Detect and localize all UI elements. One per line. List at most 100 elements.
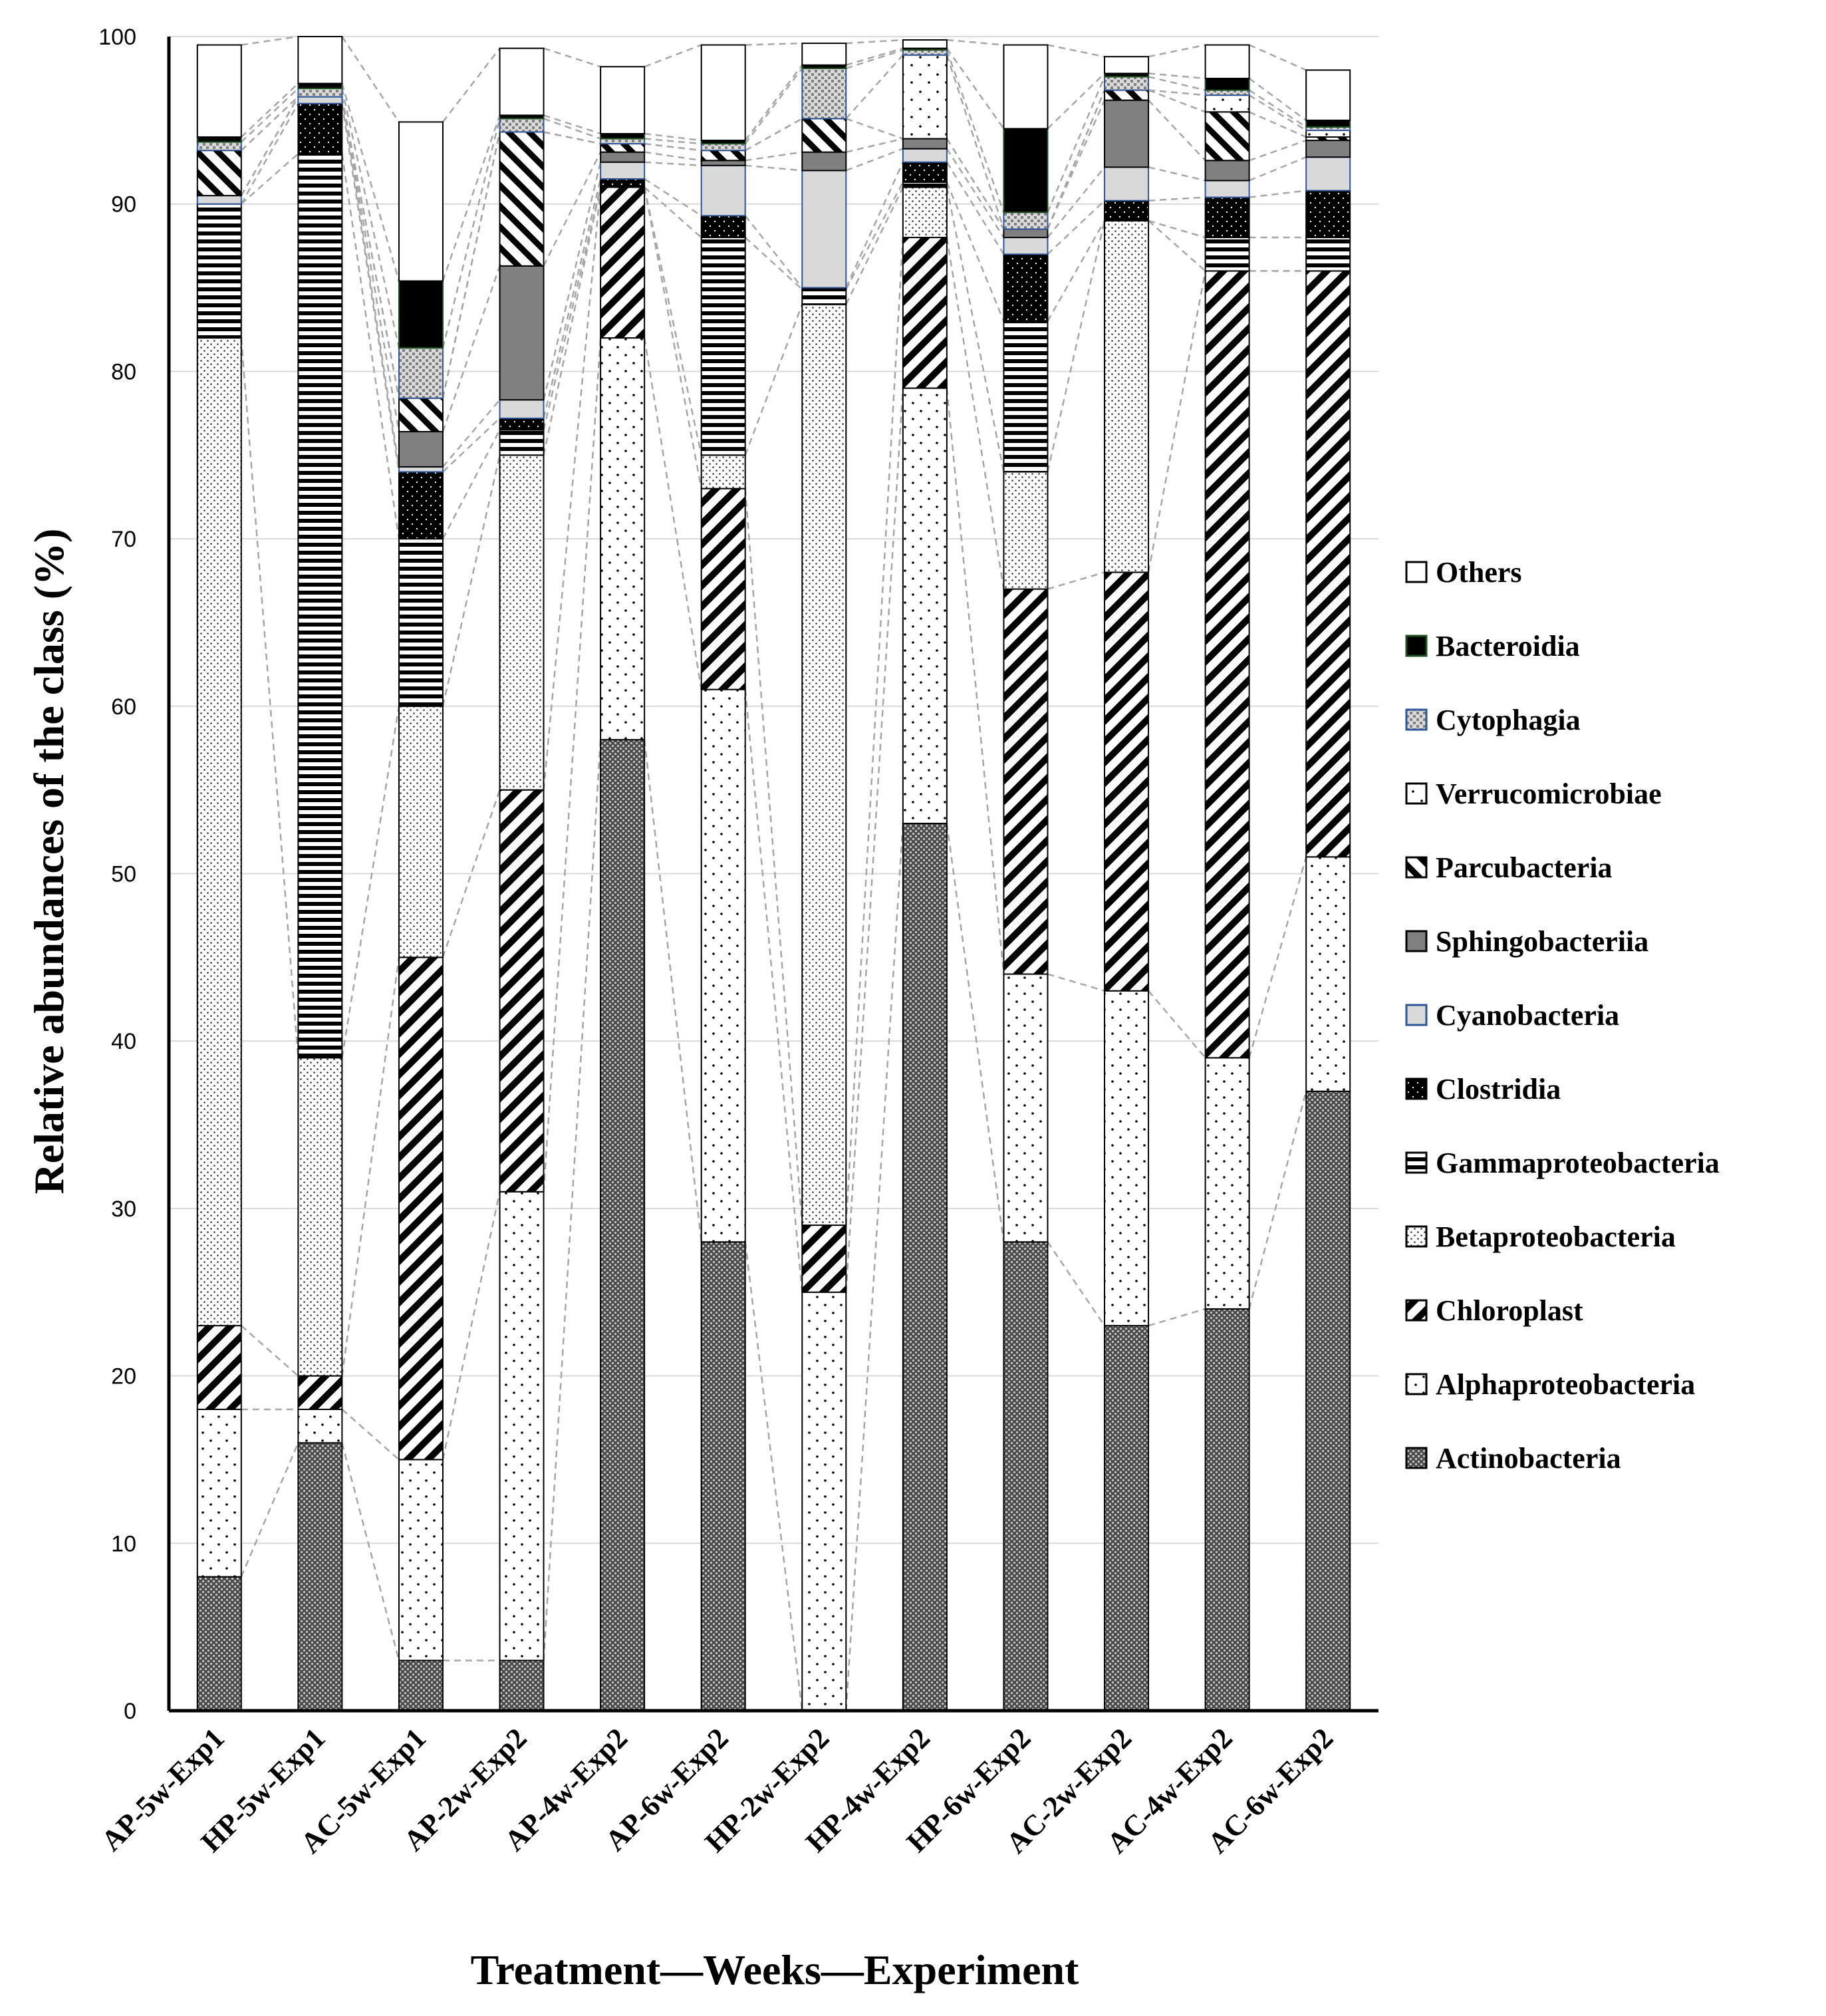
bar-segment-ap-6w-exp2-alphaproteobacteria (700, 688, 746, 1243)
connector-8-7 (946, 148, 1005, 238)
connector-1-8 (240, 96, 299, 196)
connector-5-7 (644, 161, 702, 167)
connector-7-5 (845, 182, 904, 290)
y-tick-0: 0 (124, 1699, 136, 1724)
connector-11-11 (1248, 89, 1307, 128)
connector-4-1 (543, 740, 602, 1661)
legend-swatch-cytophagia (1405, 708, 1428, 731)
bar-hp-5w-exp1 (297, 36, 343, 1712)
bar-segment-ac-6w-exp2-cyanobacteria (1305, 156, 1351, 192)
x-tick-labels: AP-5w-Exp1HP-5w-Exp1AC-5w-Exp1AP-2w-Exp2… (95, 1721, 1339, 1860)
bar-segment-ac-2w-exp2-cytophagia (1104, 76, 1150, 91)
legend-item-actinobacteria: Actinobacteria (1405, 1442, 1621, 1475)
legend-item-cyanobacteria: Cyanobacteria (1405, 999, 1619, 1032)
bar-ac-6w-exp2 (1305, 69, 1351, 1711)
legend-swatch-chloroplast (1405, 1299, 1428, 1322)
bar-segment-ap-5w-exp1-actinobacteria (196, 1576, 242, 1711)
legend-label-cytophagia: Cytophagia (1436, 704, 1581, 736)
y-tick-70: 70 (111, 527, 136, 552)
connector-8-1 (946, 823, 1005, 1242)
bar-segment-ap-4w-exp2-chloroplast (600, 186, 646, 339)
connector-10-7 (1148, 166, 1206, 182)
bar-segment-ac-4w-exp2-cytophagia (1204, 89, 1250, 96)
connector-8-13 (946, 39, 1004, 46)
bar-segment-ap-5w-exp1-bacteroidia (196, 136, 242, 143)
bars (196, 36, 1351, 1712)
connector-8-6 (946, 162, 1005, 255)
bar-segment-ap-5w-exp1-cytophagia (196, 141, 242, 152)
bar-segment-hp-2w-exp2-others (801, 43, 847, 66)
bar-segment-hp-6w-exp2-cyanobacteria (1003, 237, 1049, 255)
bar-segment-ap-4w-exp2-others (600, 66, 646, 134)
bar-segment-hp-5w-exp1-betaproteobacteria (297, 1057, 343, 1377)
bar-segment-hp-5w-exp1-clostridia (297, 102, 343, 155)
bar-segment-ap-2w-exp2-alphaproteobacteria (499, 1191, 545, 1661)
legend-label-gammaproteobacteria: Gammaproteobacteria (1436, 1147, 1720, 1179)
bar-segment-ap-6w-exp2-clostridia (700, 215, 746, 239)
bar-segment-hp-4w-exp2-sphingobacteriia (902, 138, 948, 150)
bar-ap-6w-exp2 (700, 44, 746, 1711)
bar-segment-ap-4w-exp2-sphingobacteriia (600, 151, 646, 163)
bar-segment-ap-2w-exp2-clostridia (499, 417, 545, 431)
connector-2-12 (341, 83, 400, 281)
bar-segment-ac-4w-exp2-sphingobacteriia (1204, 160, 1250, 182)
bar-ap-2w-exp2 (499, 47, 545, 1711)
bar-segment-ac-4w-exp2-actinobacteria (1204, 1308, 1250, 1712)
legend-swatch-alphaproteobacteria (1405, 1373, 1428, 1395)
connector-1-10 (240, 96, 299, 152)
legend-item-betaproteobacteria: Betaproteobacteria (1405, 1221, 1676, 1253)
connector-6-13 (745, 42, 803, 46)
y-tick-30: 30 (111, 1197, 136, 1222)
bar-segment-hp-5w-exp1-bacteroidia (297, 82, 343, 90)
bar-segment-hp-4w-exp2-others (902, 39, 948, 49)
bar-segment-ac-4w-exp2-chloroplast (1204, 270, 1250, 1059)
connector-8-9 (946, 138, 1005, 230)
bar-segment-ac-5w-exp1-parcubacteria (398, 397, 444, 433)
bar-segment-ac-5w-exp1-bacteroidia (398, 280, 444, 349)
bar-segment-ac-5w-exp1-chloroplast (398, 956, 444, 1461)
connector-6-2 (744, 689, 803, 1292)
connector-9-12 (1047, 72, 1105, 130)
bar-segment-ac-5w-exp1-cyanobacteria (398, 466, 444, 473)
connector-4-7 (543, 162, 602, 400)
bar-segment-hp-6w-exp2-chloroplast (1003, 588, 1049, 975)
connector-11-6 (1249, 190, 1307, 198)
legend-label-cyanobacteria: Cyanobacteria (1436, 999, 1619, 1032)
y-tick-90: 90 (111, 192, 136, 217)
bar-segment-ac-2w-exp2-alphaproteobacteria (1104, 990, 1150, 1327)
connector-3-10 (442, 132, 501, 398)
legend-label-sphingobacteriia: Sphingobacteriia (1436, 925, 1648, 958)
bar-segment-ap-2w-exp2-betaproteobacteria (499, 454, 545, 791)
bar-segment-ac-4w-exp2-alphaproteobacteria (1204, 1057, 1250, 1310)
connector-10-1 (1148, 1308, 1206, 1327)
legend-label-parcubacteria: Parcubacteria (1436, 851, 1613, 884)
bar-segment-ac-2w-exp2-cyanobacteria (1104, 166, 1150, 202)
bar-segment-ac-6w-exp2-gammaproteobacteria (1305, 237, 1351, 272)
bar-segment-ac-6w-exp2-bacteroidia (1305, 119, 1351, 128)
bar-segment-hp-2w-exp2-betaproteobacteria (801, 303, 847, 1226)
connector-3-11 (442, 118, 501, 349)
bar-segment-ac-5w-exp1-sphingobacteriia (398, 431, 444, 468)
connector-5-11 (644, 138, 702, 145)
connector-8-11 (946, 49, 1005, 213)
connector-3-6 (442, 417, 501, 473)
legend-label-actinobacteria: Actinobacteria (1436, 1442, 1621, 1475)
connector-10-11 (1148, 76, 1206, 91)
bar-segment-hp-6w-exp2-actinobacteria (1003, 1241, 1049, 1711)
bar-segment-hp-4w-exp2-clostridia (902, 161, 948, 183)
legend-item-gammaproteobacteria: Gammaproteobacteria (1405, 1147, 1720, 1179)
connector-10-13 (1148, 44, 1206, 58)
connector-8-3 (946, 237, 1005, 589)
bar-segment-ap-4w-exp2-clostridia (600, 178, 646, 188)
connector-5-13 (644, 44, 702, 68)
connector-1-3 (240, 1325, 299, 1377)
legend-label-verrucomicrobiae: Verrucomicrobiae (1436, 778, 1662, 810)
connector-7-11 (845, 49, 904, 70)
connector-2-3 (341, 957, 400, 1376)
connector-4-4 (543, 187, 602, 456)
connector-1-12 (240, 82, 299, 138)
bar-segment-hp-2w-exp2-cytophagia (801, 67, 847, 120)
connector-7-2 (845, 388, 904, 1292)
connector-9-11 (1047, 76, 1106, 213)
bar-segment-ac-6w-exp2-clostridia (1305, 190, 1351, 239)
